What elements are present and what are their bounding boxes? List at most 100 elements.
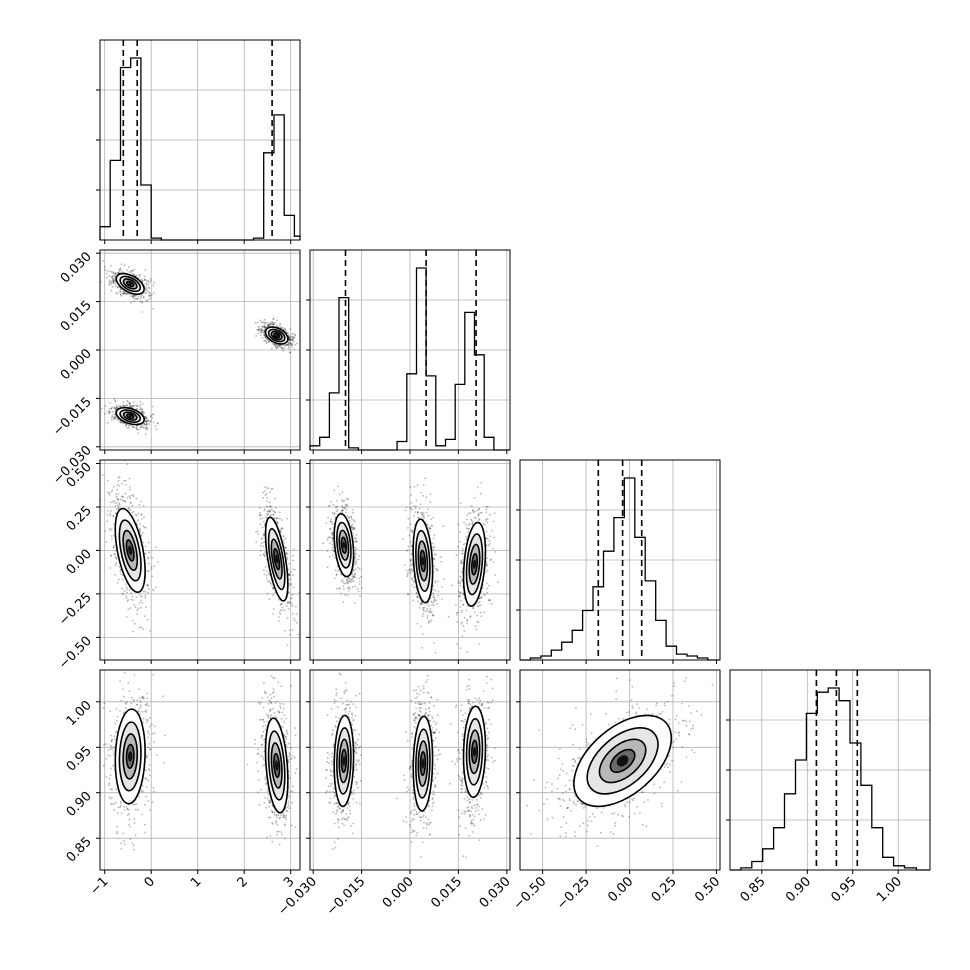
scatter-point	[411, 531, 413, 534]
cluster-2	[254, 317, 300, 354]
scatter-point	[261, 321, 264, 324]
scatter-point	[128, 486, 131, 488]
scatter-point	[343, 499, 346, 502]
scatter-point	[136, 428, 139, 431]
scatter-point	[283, 629, 286, 632]
scatter-point	[417, 516, 420, 519]
scatter-point	[131, 295, 134, 298]
scatter-point	[270, 347, 273, 350]
scatter-point	[113, 280, 116, 283]
scatter-point	[125, 404, 127, 407]
scatter-point	[117, 479, 120, 482]
scatter-point	[421, 516, 424, 518]
scatter-point	[337, 485, 339, 488]
scatter-point	[132, 273, 134, 276]
scatter-point	[145, 421, 148, 424]
scatter-point	[122, 290, 124, 293]
scatter-point	[415, 592, 418, 595]
scatter-point	[413, 505, 416, 508]
scatter-point	[148, 293, 151, 295]
scatter-point	[292, 554, 294, 557]
scatter-point	[114, 283, 117, 285]
scatter-point	[122, 593, 125, 596]
scatter-point	[135, 404, 138, 407]
scatter-point	[117, 419, 119, 422]
scatter-point	[113, 272, 116, 275]
scatter-point	[290, 582, 293, 585]
scatter-point	[267, 340, 270, 343]
scatter-point	[432, 537, 435, 540]
scatter-point	[114, 556, 117, 559]
scatter-point	[353, 575, 356, 577]
scatter-point	[137, 519, 140, 522]
scatter-point	[332, 537, 334, 540]
scatter-point	[113, 500, 116, 502]
scatter-point	[431, 542, 434, 545]
scatter-point	[287, 343, 290, 346]
scatter-point	[432, 596, 435, 599]
scatter-point	[110, 281, 113, 284]
scatter-point	[146, 417, 149, 419]
scatter-point	[402, 538, 404, 540]
scatter-point	[263, 325, 266, 327]
scatter-point	[142, 590, 145, 593]
scatter-point	[272, 587, 274, 590]
scatter-point	[129, 501, 132, 504]
scatter-point	[414, 507, 417, 510]
scatter-point	[116, 418, 119, 420]
scatter-point	[342, 506, 345, 509]
scatter-point	[429, 493, 432, 496]
scatter-point	[425, 511, 428, 514]
scatter-point	[267, 510, 270, 513]
scatter-point	[266, 592, 269, 595]
scatter-point	[493, 512, 496, 515]
scatter-point	[288, 338, 291, 341]
scatter-point	[109, 512, 112, 515]
scatter-point	[134, 606, 137, 608]
scatter-point	[272, 587, 275, 589]
scatter-point	[279, 603, 282, 606]
scatter-point	[112, 515, 115, 517]
scatter-point	[345, 508, 348, 511]
scatter-point	[286, 332, 289, 335]
scatter-point	[274, 345, 277, 347]
scatter-point	[125, 595, 128, 597]
scatter-point	[430, 600, 433, 603]
scatter-point	[331, 546, 334, 549]
scatter-point	[110, 407, 113, 410]
scatter-point	[144, 590, 146, 593]
scatter-point	[358, 583, 361, 585]
scatter-point	[265, 492, 268, 495]
scatter-point	[262, 553, 265, 555]
scatter-point	[431, 525, 434, 527]
scatter-point	[270, 513, 272, 516]
scatter-point	[344, 593, 347, 596]
scatter-point	[124, 479, 127, 482]
scatter-point	[277, 344, 280, 347]
scatter-point	[330, 520, 333, 523]
scatter-point	[123, 479, 125, 482]
scatter-point	[347, 587, 349, 590]
scatter-point	[272, 594, 274, 597]
scatter-point	[122, 500, 125, 502]
scatter-point	[292, 586, 295, 589]
scatter-point	[263, 331, 265, 334]
scatter-point	[412, 586, 415, 589]
scatter-point	[132, 273, 135, 276]
density-layer	[322, 477, 499, 654]
scatter-point	[335, 505, 337, 508]
scatter-point	[350, 580, 353, 583]
scatter-point	[288, 339, 291, 341]
scatter-point	[436, 569, 438, 572]
scatter-point	[459, 576, 462, 579]
scatter-point	[419, 625, 422, 628]
scatter-point	[119, 288, 122, 291]
scatter-point	[147, 562, 150, 565]
scatter-point	[284, 546, 287, 549]
scatter-point	[108, 492, 111, 495]
scatter-point	[140, 410, 143, 413]
scatter-point	[289, 336, 292, 339]
scatter-point	[281, 528, 284, 530]
scatter-point	[103, 265, 106, 268]
scatter-point	[259, 511, 261, 514]
